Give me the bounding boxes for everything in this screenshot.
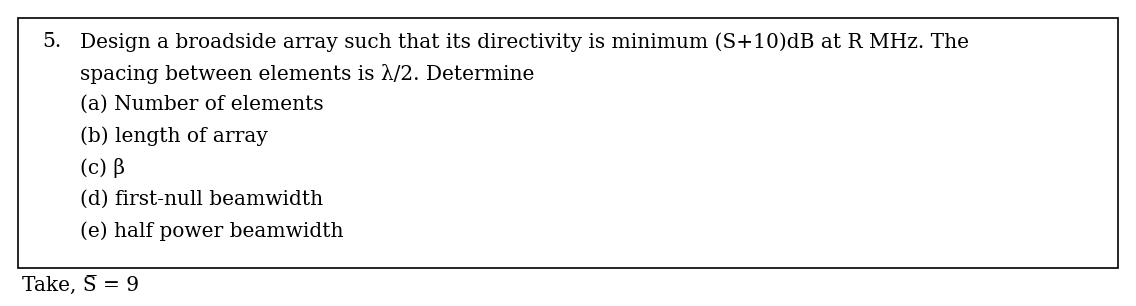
Text: (c) β: (c) β xyxy=(80,158,125,178)
Text: (b) length of array: (b) length of array xyxy=(80,126,268,146)
Text: Design a broadside array such that its directivity is minimum (S+10)dB at R MHz.: Design a broadside array such that its d… xyxy=(80,32,969,52)
Text: (d) first-null beamwidth: (d) first-null beamwidth xyxy=(80,189,323,208)
Bar xyxy=(18,18,1118,268)
Text: (a) Number of elements: (a) Number of elements xyxy=(80,95,324,114)
Text: spacing between elements is λ/2. Determine: spacing between elements is λ/2. Determi… xyxy=(80,64,534,84)
Text: Take, S̅ = 9: Take, S̅ = 9 xyxy=(22,276,139,295)
Text: 5.: 5. xyxy=(42,32,61,51)
Text: (e) half power beamwidth: (e) half power beamwidth xyxy=(80,221,343,241)
